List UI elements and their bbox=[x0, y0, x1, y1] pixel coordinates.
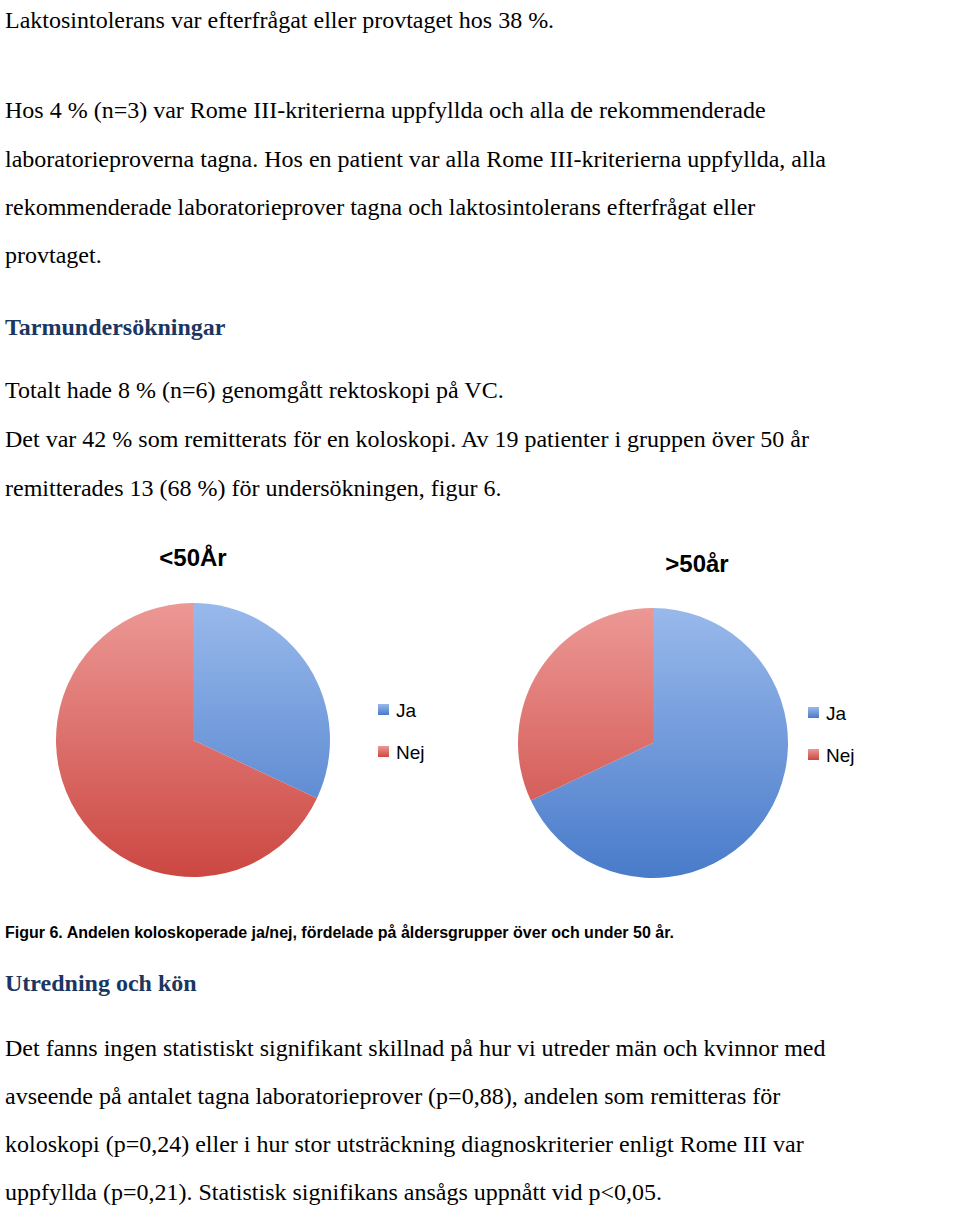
figure-caption: Figur 6. Andelen koloskoperade ja/nej, f… bbox=[5, 924, 674, 941]
body-text-line: uppfyllda (p=0,21). Statistisk signifika… bbox=[5, 1179, 662, 1205]
body-text-line: Det fanns ingen statistiskt signifikant … bbox=[5, 1035, 826, 1061]
body-text-line: Det var 42 % som remitterats för en kolo… bbox=[5, 426, 809, 452]
section-heading: Utredning och kön bbox=[5, 970, 197, 996]
body-text-line: Hos 4 % (n=3) var Rome III-kriterierna u… bbox=[5, 97, 766, 123]
legend-swatch bbox=[378, 704, 389, 715]
chart-title: >50år bbox=[665, 550, 728, 577]
page: Laktosintolerans var efterfrågat eller p… bbox=[0, 0, 960, 1210]
legend-label: Ja bbox=[826, 703, 847, 724]
body-text-line: Totalt hade 8 % (n=6) genomgått rektosko… bbox=[5, 377, 504, 403]
section-heading: Tarmundersökningar bbox=[5, 314, 226, 340]
pie-chart bbox=[56, 603, 330, 877]
chart-title: <50År bbox=[159, 544, 226, 571]
legend-swatch bbox=[378, 746, 389, 757]
legend-swatch bbox=[808, 707, 819, 718]
legend-label: Nej bbox=[396, 742, 425, 763]
body-text-line: koloskopi (p=0,24) eller i hur stor utst… bbox=[5, 1131, 804, 1157]
body-text-line: rekommenderade laboratorieprover tagna o… bbox=[5, 194, 755, 220]
body-text-line: Laktosintolerans var efterfrågat eller p… bbox=[5, 7, 554, 33]
pie-slice bbox=[56, 603, 317, 877]
body-text-line: provtaget. bbox=[5, 242, 102, 268]
body-text-line: remitterades 13 (68 %) för undersökninge… bbox=[5, 475, 502, 501]
pie-chart bbox=[518, 608, 788, 878]
pie-slice bbox=[518, 608, 653, 800]
legend-label: Ja bbox=[396, 700, 417, 721]
body-text-line: laboratorieproverna tagna. Hos en patien… bbox=[5, 146, 826, 172]
body-text-line: avseende på antalet tagna laboratoriepro… bbox=[5, 1083, 780, 1109]
legend-label: Nej bbox=[826, 745, 855, 766]
legend-swatch bbox=[808, 749, 819, 760]
